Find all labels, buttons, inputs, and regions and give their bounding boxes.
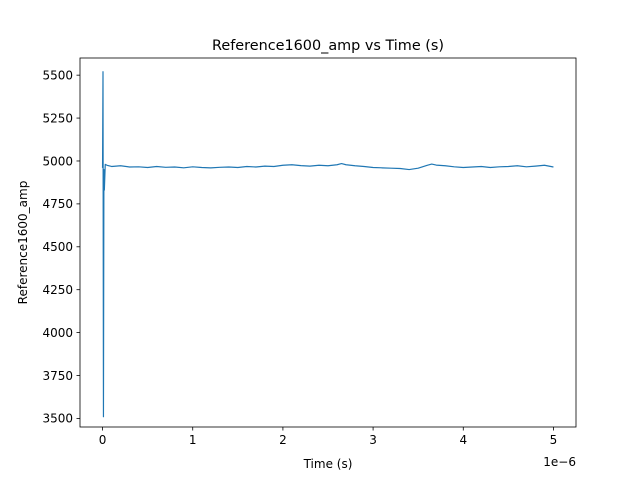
x-tick-label: 0	[99, 433, 107, 447]
x-axis-offset-label: 1e−6	[543, 455, 576, 469]
plot-area	[101, 71, 554, 418]
y-tick-label: 3750	[42, 369, 73, 383]
x-tick-label: 3	[369, 433, 377, 447]
x-tick-label: 2	[279, 433, 287, 447]
y-tick-label: 4250	[42, 283, 73, 297]
y-axis-label: Reference1600_amp	[16, 181, 30, 305]
y-tick-label: 5000	[42, 154, 73, 168]
y-tick-label: 5250	[42, 111, 73, 125]
y-tick-label: 4750	[42, 197, 73, 211]
y-tick-label: 4000	[42, 326, 73, 340]
x-tick-label: 5	[550, 433, 558, 447]
chart-title: Reference1600_amp vs Time (s)	[212, 38, 444, 54]
y-tick-label: 4500	[42, 240, 73, 254]
y-tick-label: 3500	[42, 412, 73, 426]
series-line	[101, 71, 554, 418]
y-tick-label: 5500	[42, 68, 73, 82]
x-tick-label: 1	[189, 433, 197, 447]
axis-ticks: 0 1 2 3 4 5 3500 3750 4000 4250 4500 4750 5000 5250 55…	[42, 68, 557, 447]
x-axis-label: Time (s)	[303, 457, 353, 471]
plot-frame	[79, 57, 577, 428]
x-tick-label: 4	[459, 433, 467, 447]
